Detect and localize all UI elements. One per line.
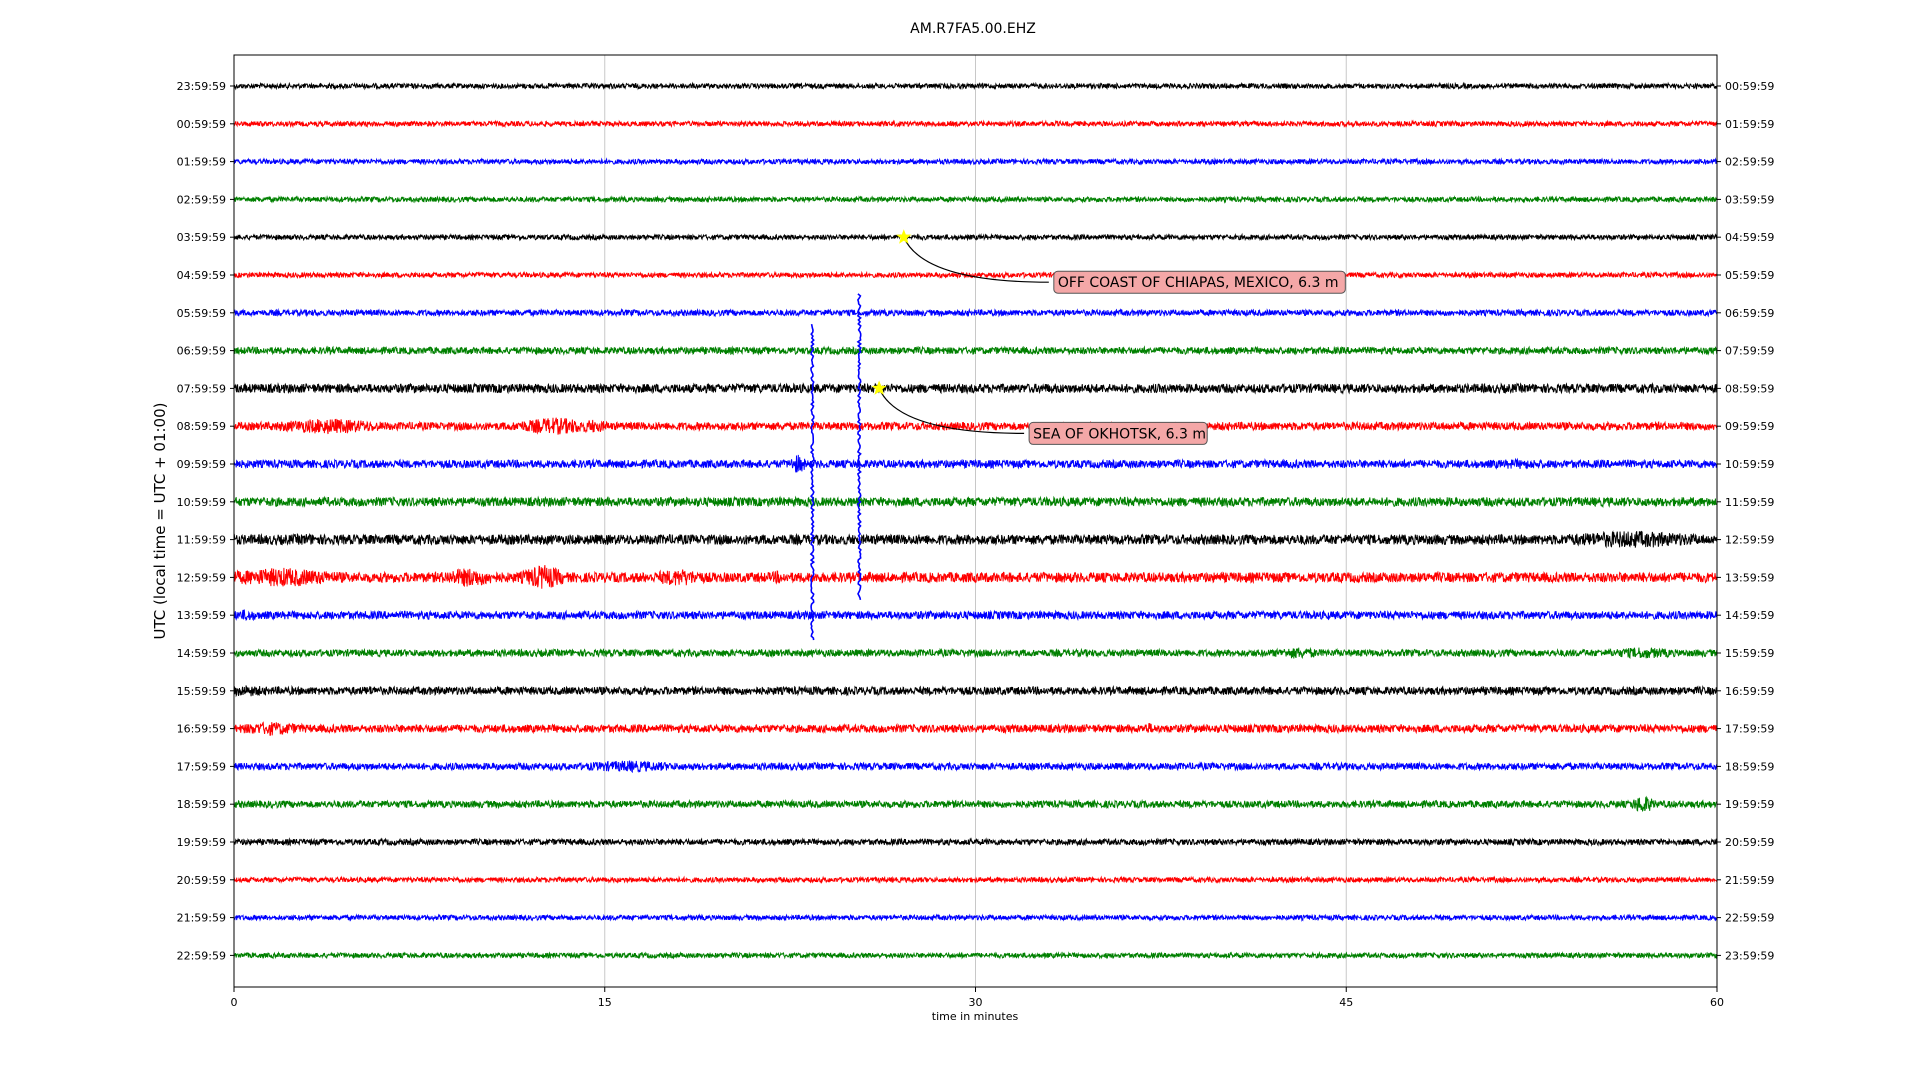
right-tick-label: 22:59:59 bbox=[1725, 912, 1774, 925]
x-tick-label: 30 bbox=[969, 996, 983, 1009]
left-tick-label: 10:59:59 bbox=[177, 496, 226, 509]
trace-row bbox=[233, 81, 1718, 91]
trace-row bbox=[233, 795, 1717, 813]
trace-row bbox=[233, 609, 1718, 622]
left-tick-label: 19:59:59 bbox=[177, 836, 226, 849]
left-tick-labels: 23:59:59 00:59:59 01:59:59 02:59:59 03:59:59… bbox=[177, 80, 234, 962]
x-tick-label: 0 bbox=[231, 996, 238, 1009]
left-tick-label: 08:59:59 bbox=[177, 420, 226, 433]
event-star-marker bbox=[871, 380, 887, 395]
left-tick-label: 16:59:59 bbox=[177, 723, 226, 736]
chart-title: AM.R7FA5.00.EHZ bbox=[910, 21, 1036, 37]
left-tick-label: 14:59:59 bbox=[177, 647, 226, 660]
left-tick-label: 22:59:59 bbox=[177, 949, 226, 962]
right-tick-label: 10:59:59 bbox=[1725, 458, 1774, 471]
trace-row bbox=[233, 913, 1718, 923]
x-axis-label: time in minutes bbox=[932, 1010, 1019, 1023]
grid-lines bbox=[604, 55, 1347, 987]
left-tick-label: 02:59:59 bbox=[177, 193, 226, 206]
trace-row bbox=[233, 565, 1718, 589]
x-tick-labels: 0 15 30 45 60 bbox=[231, 987, 1724, 1009]
trace-row bbox=[233, 232, 1718, 242]
spike-trace bbox=[856, 293, 863, 601]
left-tick-label: 06:59:59 bbox=[177, 345, 226, 358]
right-tick-label: 02:59:59 bbox=[1725, 156, 1774, 169]
trace-row bbox=[233, 270, 1717, 280]
y-axis-label: UTC (local time = UTC + 01:00) bbox=[151, 403, 169, 640]
right-tick-label: 23:59:59 bbox=[1725, 949, 1774, 962]
right-tick-label: 18:59:59 bbox=[1725, 760, 1774, 773]
trace-row bbox=[233, 119, 1718, 129]
trace-row bbox=[233, 307, 1718, 318]
right-tick-label: 14:59:59 bbox=[1725, 609, 1774, 622]
right-tick-label: 03:59:59 bbox=[1725, 193, 1774, 206]
right-tick-label: 00:59:59 bbox=[1725, 80, 1774, 93]
trace-row bbox=[233, 951, 1718, 960]
spike-trace bbox=[809, 323, 816, 641]
right-tick-label: 20:59:59 bbox=[1725, 836, 1774, 849]
right-tick-label: 07:59:59 bbox=[1725, 345, 1774, 358]
trace-row bbox=[233, 875, 1718, 885]
left-tick-label: 04:59:59 bbox=[177, 269, 226, 282]
trace-row bbox=[233, 195, 1718, 204]
trace-row bbox=[233, 157, 1718, 166]
trace-row bbox=[233, 721, 1718, 736]
trace-row bbox=[233, 530, 1718, 549]
right-tick-label: 16:59:59 bbox=[1725, 685, 1774, 698]
left-tick-label: 01:59:59 bbox=[177, 156, 226, 169]
annotation-box bbox=[1053, 270, 1346, 294]
left-tick-label: 03:59:59 bbox=[177, 231, 226, 244]
x-tick-label: 60 bbox=[1710, 996, 1724, 1009]
left-tick-label: 18:59:59 bbox=[177, 798, 226, 811]
trace-row bbox=[233, 345, 1718, 356]
left-tick-label: 11:59:59 bbox=[177, 534, 226, 547]
trace-row bbox=[233, 495, 1718, 509]
x-tick-label: 45 bbox=[1339, 996, 1353, 1009]
annotation-arrow bbox=[878, 388, 1025, 434]
event-annotations: OFF COAST OF CHIAPAS, MEXICO, 6.3 m SEA O… bbox=[871, 229, 1346, 445]
annotation-label: OFF COAST OF CHIAPAS, MEXICO, 6.3 m bbox=[1058, 275, 1339, 291]
right-tick-labels: 00:59:59 01:59:59 02:59:59 03:59:59 04:59:59… bbox=[1717, 80, 1774, 962]
left-tick-label: 23:59:59 bbox=[177, 80, 226, 93]
left-tick-label: 17:59:59 bbox=[177, 760, 226, 773]
trace-row bbox=[233, 684, 1718, 698]
trace-row bbox=[233, 760, 1718, 774]
seismic-traces bbox=[233, 81, 1718, 960]
left-tick-label: 00:59:59 bbox=[177, 118, 226, 131]
right-tick-label: 04:59:59 bbox=[1725, 231, 1774, 244]
right-tick-label: 11:59:59 bbox=[1725, 496, 1774, 509]
right-tick-label: 13:59:59 bbox=[1725, 571, 1774, 584]
annotation-arrow bbox=[903, 236, 1049, 283]
trace-row bbox=[233, 646, 1718, 660]
left-tick-label: 13:59:59 bbox=[177, 609, 226, 622]
left-tick-label: 20:59:59 bbox=[177, 874, 226, 887]
trace-row bbox=[233, 417, 1718, 435]
event-star-marker bbox=[896, 229, 912, 244]
right-tick-label: 05:59:59 bbox=[1725, 269, 1774, 282]
trace-row bbox=[233, 837, 1718, 847]
left-tick-label: 12:59:59 bbox=[177, 571, 226, 584]
left-tick-label: 07:59:59 bbox=[177, 382, 226, 395]
left-tick-label: 05:59:59 bbox=[177, 307, 226, 320]
trace-row bbox=[233, 382, 1718, 395]
annotation-label: SEA OF OKHOTSK, 6.3 m bbox=[1033, 426, 1206, 442]
right-tick-label: 17:59:59 bbox=[1725, 723, 1774, 736]
right-tick-label: 08:59:59 bbox=[1725, 382, 1774, 395]
right-tick-label: 09:59:59 bbox=[1725, 420, 1774, 433]
right-tick-label: 12:59:59 bbox=[1725, 534, 1774, 547]
annotation-box bbox=[1028, 421, 1208, 445]
right-tick-label: 06:59:59 bbox=[1725, 307, 1774, 320]
right-tick-label: 21:59:59 bbox=[1725, 874, 1774, 887]
trace-row bbox=[233, 454, 1718, 473]
right-tick-label: 01:59:59 bbox=[1725, 118, 1774, 131]
right-tick-label: 15:59:59 bbox=[1725, 647, 1774, 660]
left-tick-label: 15:59:59 bbox=[177, 685, 226, 698]
left-tick-label: 09:59:59 bbox=[177, 458, 226, 471]
left-tick-label: 21:59:59 bbox=[177, 912, 226, 925]
x-tick-label: 15 bbox=[598, 996, 612, 1009]
right-tick-label: 19:59:59 bbox=[1725, 798, 1774, 811]
